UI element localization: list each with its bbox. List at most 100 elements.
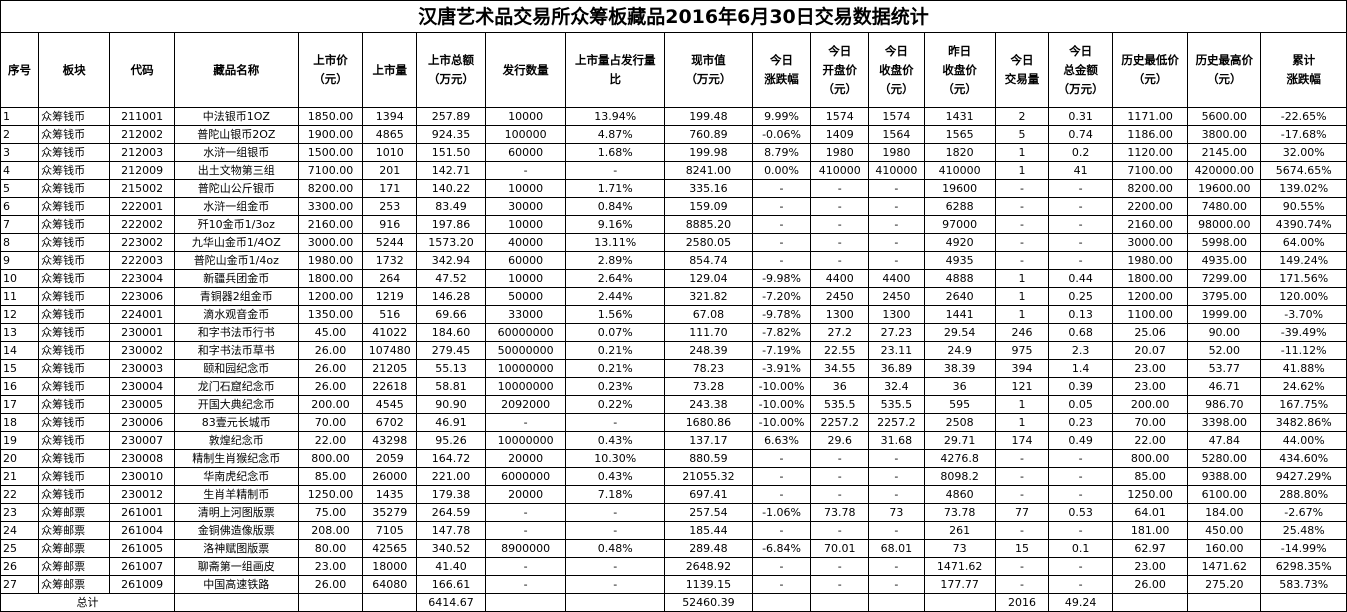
table-cell: 0.21%: [565, 359, 666, 378]
table-cell: -: [1048, 467, 1114, 486]
table-cell: 26.00: [297, 377, 364, 396]
table-cell: 159.09: [664, 197, 753, 216]
table-cell: 1980: [868, 143, 925, 162]
column-header: 今日 涨跌幅: [751, 32, 812, 108]
table-cell: 4.87%: [565, 125, 666, 144]
table-cell: 230001: [109, 323, 176, 342]
table-cell: 1409: [810, 125, 870, 144]
table-cell: -: [868, 575, 925, 594]
table-cell: 1120.00: [1112, 143, 1189, 162]
table-row: 26 众筹邮票 261007 聊斋第一组画皮 23.00 18000 41.40- -2648…: [0, 557, 1347, 576]
table-cell: 60000000: [484, 323, 567, 342]
table-cell: 27: [0, 575, 40, 594]
column-header: 发行数量: [484, 32, 567, 108]
table-cell: 275.20: [1187, 575, 1262, 594]
table-cell: 47.84: [1187, 431, 1262, 450]
table-cell: 1564: [868, 125, 925, 144]
table-cell: 222002: [109, 215, 176, 234]
table-cell: 青铜器2组金币: [174, 287, 299, 306]
table-cell: 199.48: [664, 107, 753, 126]
column-header: 上市量占发行量比: [565, 32, 666, 108]
table-cell: 697.41: [664, 485, 753, 504]
table-cell: 4935: [923, 251, 996, 270]
table-cell: -: [751, 557, 812, 576]
table-cell: 30000: [484, 197, 567, 216]
table-cell: 279.45: [416, 341, 486, 360]
table-cell: 288.80%: [1260, 485, 1347, 504]
table-cell: 0.53: [1048, 503, 1114, 522]
table-cell: 40000: [484, 233, 567, 252]
table-cell: 众筹钱币: [38, 179, 111, 198]
table-cell: 5998.00: [1187, 233, 1262, 252]
table-cell: 18: [0, 413, 40, 432]
table-cell: 敦煌纪念币: [174, 431, 299, 450]
table-cell: -: [868, 557, 925, 576]
table-cell: 众筹钱币: [38, 341, 111, 360]
table-cell: -: [565, 521, 666, 540]
table-cell: 212009: [109, 161, 176, 180]
table-cell: 众筹邮票: [38, 539, 111, 558]
table-cell: 1435: [362, 485, 418, 504]
table-cell: 2450: [810, 287, 870, 306]
column-header: 序号: [0, 32, 40, 108]
table-cell: -: [1048, 179, 1114, 198]
table-cell: 253: [362, 197, 418, 216]
table-cell: -22.65%: [1260, 107, 1347, 126]
table-cell: 2092000: [484, 395, 567, 414]
table-cell: 2160.00: [1112, 215, 1189, 234]
column-header: 昨日 收盘价 （元）: [923, 32, 996, 108]
table-cell: -3.70%: [1260, 305, 1347, 324]
table-cell: 11: [0, 287, 40, 306]
table-cell: 众筹钱币: [38, 215, 111, 234]
table-cell: 1139.15: [664, 575, 753, 594]
table-cell: 335.16: [664, 179, 753, 198]
table-cell: 23.00: [1112, 557, 1189, 576]
table-cell: 9427.29%: [1260, 467, 1347, 486]
table-cell: 3795.00: [1187, 287, 1262, 306]
table-row: 9 众筹钱币 222003 普陀山金币1/4oz 1980.00 1732 342.94 60…: [0, 251, 1347, 270]
table-cell: 0.48%: [565, 539, 666, 558]
table-cell: 众筹钱币: [38, 107, 111, 126]
table-row: 21 众筹钱币 230010 华南虎纪念币 85.00 26000 221.00 600000…: [0, 467, 1347, 486]
table-row: 24 众筹邮票 261004 金铜佛造像版票 208.00 7105 147.78- -185…: [0, 521, 1347, 540]
table-row: 5 众筹钱币 215002 普陀山公斤银币 8200.00 171 140.22 10000 1…: [0, 179, 1347, 198]
total-label: 总计: [0, 593, 176, 612]
table-cell: 208.00: [297, 521, 364, 540]
table-cell: 147.78: [416, 521, 486, 540]
table-cell: 19: [0, 431, 40, 450]
table-cell: 1471.62: [1187, 557, 1262, 576]
table-cell: 众筹邮票: [38, 503, 111, 522]
table-cell: 151.50: [416, 143, 486, 162]
table-cell: -: [751, 251, 812, 270]
table-cell: 8900000: [484, 539, 567, 558]
table-cell: -: [1048, 485, 1114, 504]
table-cell: 107480: [362, 341, 418, 360]
table-cell: 26.00: [297, 341, 364, 360]
table-cell: 2: [0, 125, 40, 144]
table-cell: 3300.00: [297, 197, 364, 216]
table-cell: 223002: [109, 233, 176, 252]
table-cell: -: [751, 521, 812, 540]
table-cell: -: [484, 161, 567, 180]
table-cell: 53.77: [1187, 359, 1262, 378]
table-cell: 1980.00: [297, 251, 364, 270]
table-cell: 142.71: [416, 161, 486, 180]
table-cell: 0.31: [1048, 107, 1114, 126]
table-row: 25 众筹邮票 261005 洛神赋图版票 80.00 42565 340.52 890000…: [0, 539, 1347, 558]
table-cell: 6: [0, 197, 40, 216]
table-cell: 22: [0, 485, 40, 504]
table-cell: 24: [0, 521, 40, 540]
volume-total: 2016: [994, 593, 1050, 612]
table-cell: 19600.00: [1187, 179, 1262, 198]
table-cell: 1: [994, 143, 1050, 162]
table-cell: 60000: [484, 251, 567, 270]
table-row: 17 众筹钱币 230005 开国大典纪念币 200.00 4545 90.90 209200…: [0, 395, 1347, 414]
table-cell: 52.00: [1187, 341, 1262, 360]
table-cell: -: [868, 521, 925, 540]
table-cell: 321.82: [664, 287, 753, 306]
table-cell: 67.08: [664, 305, 753, 324]
table-cell: -: [994, 575, 1050, 594]
table-cell: 九华山金币1/4OZ: [174, 233, 299, 252]
table-cell: 7100.00: [1112, 161, 1189, 180]
table-cell: 29.6: [810, 431, 870, 450]
